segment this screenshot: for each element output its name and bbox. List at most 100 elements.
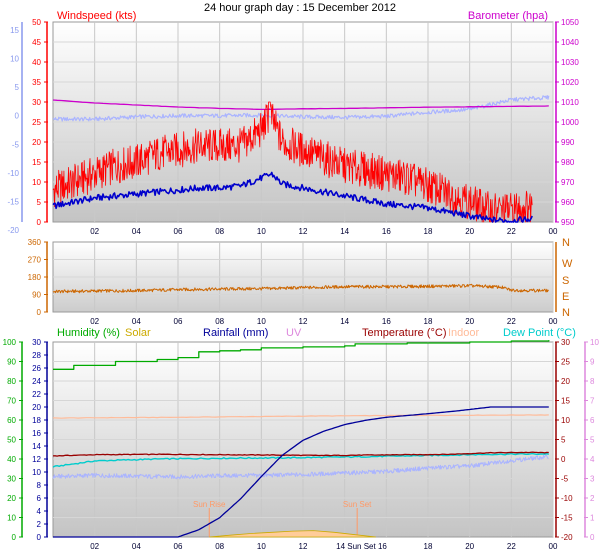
x-tick-label: 08	[215, 542, 224, 551]
left-axis-label: 0	[37, 308, 42, 317]
left-axis-label: 40	[32, 58, 41, 67]
x-tick-label: 04	[132, 227, 141, 236]
rainfall-axis-label: 22	[32, 390, 41, 399]
left-axis-label: 25	[32, 118, 41, 127]
series-dewpoint	[52, 452, 550, 468]
x-tick-label: 14	[340, 317, 349, 326]
left-axis-label: 50	[32, 18, 41, 27]
x-tick-label: 12	[299, 542, 308, 551]
far-left-axis-label: -15	[7, 197, 19, 206]
legend-item: Rainfall (mm)	[203, 327, 268, 339]
left-axis-label: 360	[28, 238, 42, 247]
temperature-axis-label: 25	[561, 358, 570, 367]
compass-label: N	[562, 307, 570, 319]
rainfall-axis-label: 8	[37, 481, 42, 490]
legend-item: UV	[286, 327, 302, 339]
x-tick-label: 18	[424, 227, 433, 236]
rainfall-axis-label: 30	[32, 338, 41, 347]
humidity-axis-label: 0	[12, 533, 17, 542]
rainfall-axis-label: 28	[32, 351, 41, 360]
temperature-axis-label: -15	[561, 514, 573, 523]
rainfall-axis-label: 4	[37, 507, 42, 516]
sunrise-label: Sun Rise	[193, 500, 226, 509]
uv-axis-label: 4	[590, 455, 595, 464]
compass-label: E	[562, 291, 569, 303]
temperature-axis-label: 15	[561, 397, 570, 406]
x-tick-label: 18	[424, 317, 433, 326]
x-tick-label: 10	[257, 227, 266, 236]
uv-axis-label: 5	[590, 436, 595, 445]
x-tick-label: 02	[90, 227, 99, 236]
right-axis-label: 1000	[561, 118, 579, 127]
series-wind-direction	[52, 283, 549, 294]
x-tick-label: 06	[174, 227, 183, 236]
x-tick-label: 22	[507, 227, 516, 236]
humidity-axis-label: 40	[7, 455, 16, 464]
left-axis-label: 30	[32, 98, 41, 107]
left-axis-label: 180	[28, 273, 42, 282]
rainfall-axis-label: 6	[37, 494, 42, 503]
uv-axis-label: 10	[590, 338, 599, 347]
compass-label: N	[562, 237, 570, 249]
wind-barometer-panel: Windspeed (kts) Barometer (hpa)5045403530…	[7, 10, 579, 236]
x-tick-label: 08	[215, 227, 224, 236]
x-tick-label: 16	[382, 317, 391, 326]
series-rainfall	[53, 406, 549, 538]
uv-axis-label: 9	[590, 358, 595, 367]
rainfall-axis-label: 10	[32, 468, 41, 477]
far-left-axis-label: 0	[15, 112, 20, 121]
temperature-axis-label: 30	[561, 338, 570, 347]
temperature-axis-label: 0	[561, 455, 566, 464]
x-tick-label: 00	[549, 542, 558, 551]
x-tick-label: 20	[465, 227, 474, 236]
graph-title: 24 hour graph day : 15 December 2012	[204, 2, 396, 14]
left-axis-label: 10	[32, 178, 41, 187]
humidity-axis-label: 100	[3, 338, 17, 347]
x-tick-label: 14	[340, 227, 349, 236]
temperature-axis-label: -20	[561, 533, 573, 542]
x-tick-label: 08	[215, 317, 224, 326]
right-axis-label: 1030	[561, 58, 579, 67]
series-windspeed	[52, 101, 533, 223]
series-light-blue	[52, 454, 549, 480]
temperature-axis-label: -10	[561, 494, 573, 503]
legend-windspeed: Windspeed (kts)	[57, 10, 136, 22]
series-light-blue	[52, 95, 550, 122]
uv-axis-label: 7	[590, 397, 595, 406]
series-humidity	[53, 340, 550, 370]
temperature-axis-label: -5	[561, 475, 569, 484]
x-tick-label: 02	[90, 317, 99, 326]
series-indoor	[52, 414, 549, 419]
series-temperature	[52, 451, 549, 457]
right-axis-label: 980	[561, 158, 575, 167]
x-tick-label: 10	[257, 542, 266, 551]
humidity-axis-label: 50	[7, 436, 16, 445]
temperature-axis-label: 10	[561, 416, 570, 425]
right-axis-label: 970	[561, 178, 575, 187]
left-axis-label: 15	[32, 158, 41, 167]
humidity-axis-label: 20	[7, 494, 16, 503]
left-axis-label: 5	[37, 198, 42, 207]
series-windgust	[52, 171, 533, 223]
uv-axis-label: 6	[590, 416, 595, 425]
legend-item: Humidity (%)	[57, 327, 120, 339]
humidity-axis-label: 10	[7, 514, 16, 523]
humidity-axis-label: 60	[7, 416, 16, 425]
legend-item: Temperature (°C)	[362, 327, 446, 339]
x-tick-label: 12	[299, 227, 308, 236]
sunset-label: Sun Set	[343, 500, 372, 509]
right-axis-label: 1010	[561, 98, 579, 107]
x-tick-label: 02	[90, 542, 99, 551]
rainfall-axis-label: 26	[32, 364, 41, 373]
far-left-axis-label: -20	[7, 226, 19, 235]
uv-axis-label: 1	[590, 514, 595, 523]
rainfall-axis-label: 2	[37, 520, 42, 529]
left-axis-label: 90	[32, 291, 41, 300]
x-tick-label: 20	[465, 542, 474, 551]
right-axis-label: 1040	[561, 38, 579, 47]
series-solar	[209, 530, 376, 538]
x-tick-label: 18	[424, 542, 433, 551]
left-axis-label: 0	[37, 218, 42, 227]
